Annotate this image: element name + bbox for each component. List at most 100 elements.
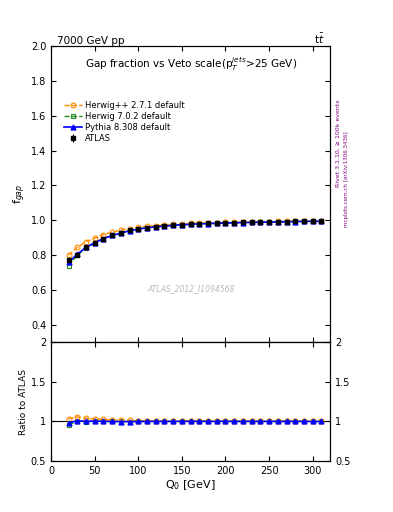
Herwig 7.0.2 default <box>284 219 289 225</box>
Line: Pythia 8.308 default: Pythia 8.308 default <box>66 219 324 265</box>
Herwig++ 2.7.1 default <box>293 218 298 224</box>
Herwig 7.0.2 default <box>197 221 202 227</box>
Herwig++ 2.7.1 default <box>241 219 245 225</box>
Herwig 7.0.2 default <box>66 263 71 269</box>
Herwig 7.0.2 default <box>188 221 193 227</box>
Pythia 8.308 default <box>223 220 228 226</box>
Pythia 8.308 default <box>197 221 202 227</box>
Herwig++ 2.7.1 default <box>75 244 80 250</box>
Pythia 8.308 default <box>136 226 141 232</box>
Pythia 8.308 default <box>284 219 289 225</box>
Herwig 7.0.2 default <box>319 218 324 224</box>
Herwig++ 2.7.1 default <box>319 218 324 224</box>
Pythia 8.308 default <box>75 251 80 258</box>
Text: Rivet 3.1.10, ≥ 100k events: Rivet 3.1.10, ≥ 100k events <box>336 99 341 187</box>
Herwig++ 2.7.1 default <box>119 227 123 233</box>
Herwig++ 2.7.1 default <box>110 229 114 235</box>
Pythia 8.308 default <box>258 219 263 225</box>
Herwig 7.0.2 default <box>110 232 114 239</box>
Pythia 8.308 default <box>275 219 280 225</box>
Pythia 8.308 default <box>249 219 254 225</box>
Herwig++ 2.7.1 default <box>310 218 315 224</box>
Herwig 7.0.2 default <box>258 219 263 225</box>
Pythia 8.308 default <box>241 220 245 226</box>
Herwig++ 2.7.1 default <box>284 218 289 224</box>
Pythia 8.308 default <box>119 230 123 236</box>
Legend: Herwig++ 2.7.1 default, Herwig 7.0.2 default, Pythia 8.308 default, ATLAS: Herwig++ 2.7.1 default, Herwig 7.0.2 def… <box>64 100 185 143</box>
Pythia 8.308 default <box>101 236 106 242</box>
Herwig++ 2.7.1 default <box>206 220 210 226</box>
Y-axis label: Ratio to ATLAS: Ratio to ATLAS <box>19 369 28 435</box>
Herwig++ 2.7.1 default <box>101 231 106 238</box>
Herwig 7.0.2 default <box>101 236 106 242</box>
Herwig++ 2.7.1 default <box>223 219 228 225</box>
Pythia 8.308 default <box>206 221 210 227</box>
Herwig 7.0.2 default <box>127 228 132 234</box>
Herwig 7.0.2 default <box>84 245 88 251</box>
Herwig 7.0.2 default <box>145 225 149 231</box>
Pythia 8.308 default <box>180 222 184 228</box>
Text: ATLAS_2012_I1094568: ATLAS_2012_I1094568 <box>147 285 234 293</box>
Text: 7000 GeV pp: 7000 GeV pp <box>57 36 124 46</box>
Herwig++ 2.7.1 default <box>301 218 306 224</box>
Text: t$\bar{t}$: t$\bar{t}$ <box>314 32 325 46</box>
Herwig++ 2.7.1 default <box>153 223 158 229</box>
X-axis label: Q$_0$ [GeV]: Q$_0$ [GeV] <box>165 478 216 492</box>
Herwig 7.0.2 default <box>162 223 167 229</box>
Herwig 7.0.2 default <box>267 219 272 225</box>
Pythia 8.308 default <box>66 259 71 265</box>
Herwig++ 2.7.1 default <box>197 220 202 226</box>
Pythia 8.308 default <box>110 232 114 239</box>
Herwig++ 2.7.1 default <box>267 219 272 225</box>
Pythia 8.308 default <box>319 218 324 224</box>
Herwig 7.0.2 default <box>310 218 315 224</box>
Pythia 8.308 default <box>215 220 219 226</box>
Herwig++ 2.7.1 default <box>84 239 88 245</box>
Herwig++ 2.7.1 default <box>258 219 263 225</box>
Pythia 8.308 default <box>127 228 132 234</box>
Herwig++ 2.7.1 default <box>215 220 219 226</box>
Pythia 8.308 default <box>267 219 272 225</box>
Herwig++ 2.7.1 default <box>145 223 149 229</box>
Pythia 8.308 default <box>145 225 149 231</box>
Herwig++ 2.7.1 default <box>275 218 280 224</box>
Pythia 8.308 default <box>310 218 315 224</box>
Herwig 7.0.2 default <box>171 222 176 228</box>
Pythia 8.308 default <box>84 244 88 250</box>
Herwig++ 2.7.1 default <box>180 221 184 227</box>
Pythia 8.308 default <box>188 221 193 227</box>
Herwig 7.0.2 default <box>180 222 184 228</box>
Herwig++ 2.7.1 default <box>232 219 237 225</box>
Herwig 7.0.2 default <box>153 224 158 230</box>
Pythia 8.308 default <box>232 220 237 226</box>
Pythia 8.308 default <box>293 219 298 225</box>
Herwig++ 2.7.1 default <box>249 219 254 225</box>
Line: Herwig++ 2.7.1 default: Herwig++ 2.7.1 default <box>66 219 324 258</box>
Herwig 7.0.2 default <box>293 219 298 225</box>
Pythia 8.308 default <box>162 223 167 229</box>
Herwig 7.0.2 default <box>75 252 80 258</box>
Herwig 7.0.2 default <box>136 226 141 232</box>
Herwig++ 2.7.1 default <box>188 220 193 226</box>
Pythia 8.308 default <box>153 224 158 230</box>
Pythia 8.308 default <box>171 222 176 228</box>
Pythia 8.308 default <box>92 240 97 246</box>
Herwig 7.0.2 default <box>232 220 237 226</box>
Herwig 7.0.2 default <box>301 218 306 224</box>
Herwig++ 2.7.1 default <box>171 221 176 227</box>
Herwig 7.0.2 default <box>206 221 210 227</box>
Herwig 7.0.2 default <box>275 219 280 225</box>
Herwig++ 2.7.1 default <box>127 225 132 231</box>
Herwig 7.0.2 default <box>223 220 228 226</box>
Text: Gap fraction vs Veto scale(p$_T^{jets}$>25 GeV): Gap fraction vs Veto scale(p$_T^{jets}$>… <box>84 55 297 73</box>
Herwig++ 2.7.1 default <box>66 252 71 258</box>
Herwig 7.0.2 default <box>241 220 245 226</box>
Text: mcplots.cern.ch [arXiv:1306.3436]: mcplots.cern.ch [arXiv:1306.3436] <box>344 132 349 227</box>
Pythia 8.308 default <box>301 218 306 224</box>
Herwig 7.0.2 default <box>92 240 97 246</box>
Line: Herwig 7.0.2 default: Herwig 7.0.2 default <box>66 219 324 268</box>
Herwig++ 2.7.1 default <box>162 222 167 228</box>
Herwig 7.0.2 default <box>249 219 254 225</box>
Y-axis label: f$_{gap}$: f$_{gap}$ <box>12 184 28 204</box>
Herwig 7.0.2 default <box>215 220 219 226</box>
